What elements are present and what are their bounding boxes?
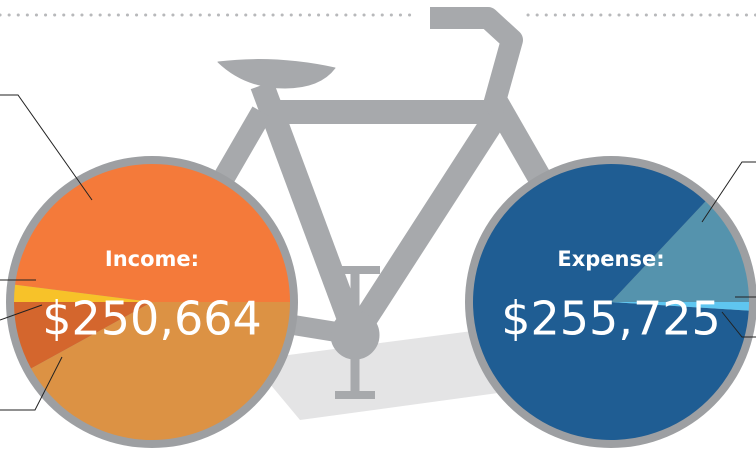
pie-slice — [15, 163, 291, 302]
pie-slice — [611, 201, 749, 302]
pie-slice — [14, 284, 152, 302]
pie-slice — [14, 302, 152, 369]
pie-title: Income: — [105, 247, 199, 271]
pie-total: $255,725 — [501, 292, 721, 346]
leader-lines — [0, 94, 756, 411]
bike-shadow — [250, 330, 520, 420]
pie-title: Expense: — [557, 247, 664, 271]
pie-slice — [611, 302, 749, 311]
pie-total: $250,664 — [42, 292, 262, 346]
pie-slice — [472, 163, 749, 440]
pie-slice — [31, 302, 291, 440]
